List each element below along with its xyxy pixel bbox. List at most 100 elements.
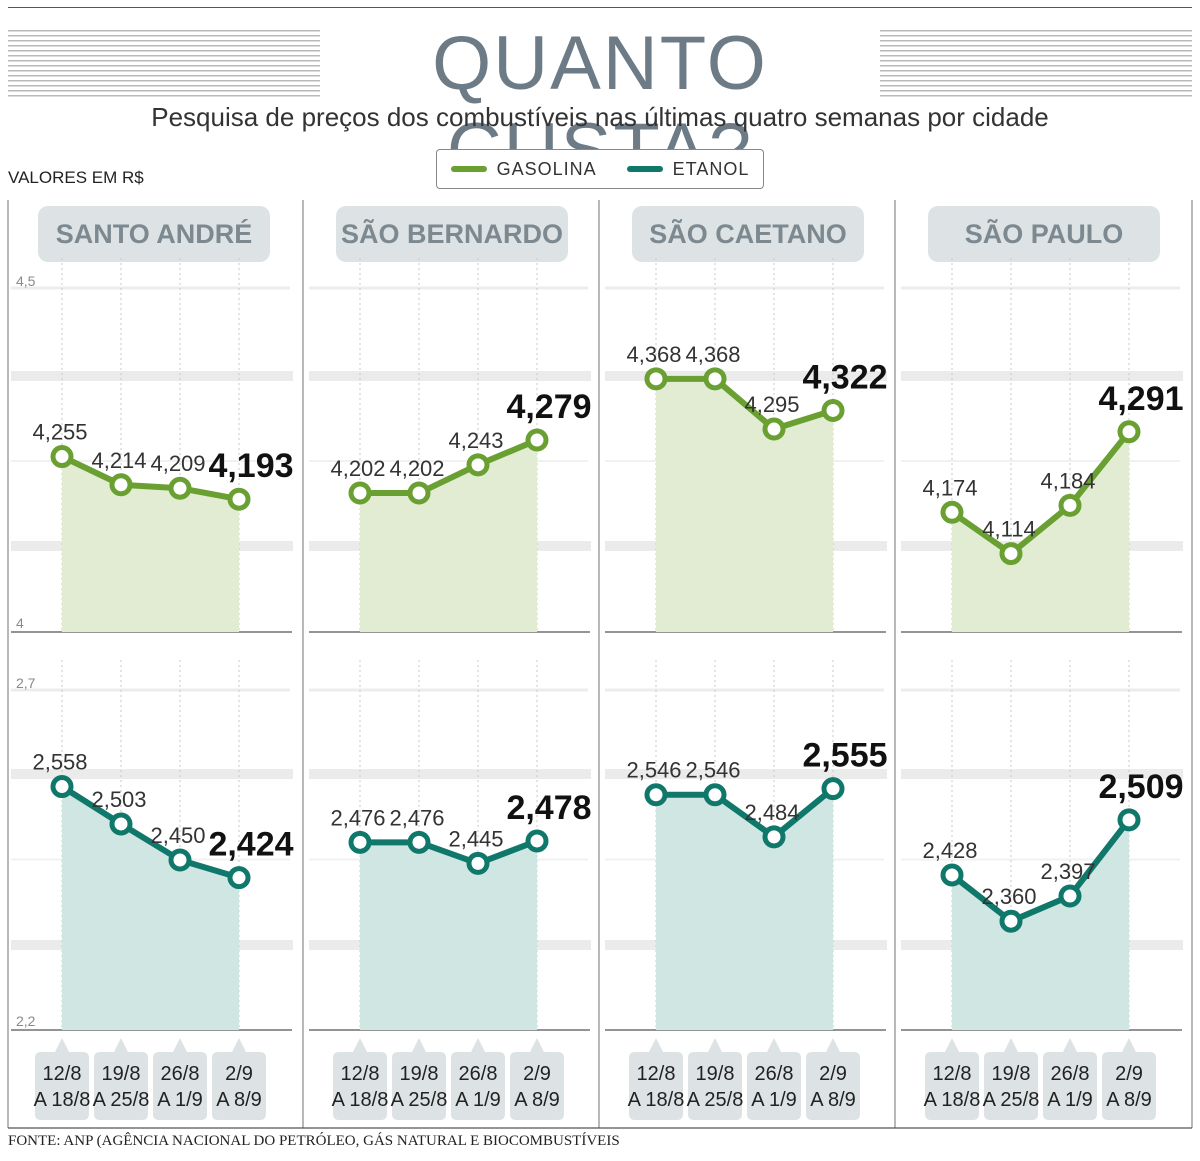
grid-band (901, 769, 1183, 779)
legend-swatch-gasolina (450, 166, 487, 172)
gasolina-value-label: 4,184 (1040, 468, 1095, 493)
week-tag-start: 12/8 (43, 1063, 82, 1085)
gasolina-value-label: 4,243 (448, 428, 503, 453)
week-tag-end: A 18/8 (332, 1089, 389, 1111)
grid-band (11, 371, 293, 381)
y-tick-label: 4,5 (16, 273, 36, 289)
etanol-area (656, 788, 833, 1030)
city-title-box (632, 206, 864, 262)
week-tag-end: A 1/9 (751, 1089, 797, 1111)
etanol-point (762, 825, 786, 849)
gasolina-point (762, 417, 786, 441)
week-tag-end: A 1/9 (455, 1089, 501, 1111)
week-tag-start: 19/8 (400, 1063, 439, 1085)
etanol-value-label: 2,397 (1040, 859, 1095, 884)
week-tag-start: 19/8 (102, 1063, 141, 1085)
week-tag (392, 1038, 446, 1120)
gasolina-point (703, 367, 727, 391)
city-title: SÃO CAETANO (649, 218, 847, 249)
etanol-point (644, 783, 668, 807)
gasolina-value-label: 4,295 (744, 392, 799, 417)
gasolina-value-label: 4,368 (626, 342, 681, 367)
etanol-value-label: 2,428 (922, 838, 977, 863)
week-tag (94, 1038, 148, 1120)
etanol-value-label: 2,478 (506, 789, 591, 827)
week-tag-start: 12/8 (637, 1063, 676, 1085)
etanol-value-label: 2,555 (802, 737, 887, 775)
week-tag-start: 19/8 (992, 1063, 1031, 1085)
city-title-box (38, 206, 270, 262)
week-tag-start: 2/9 (819, 1063, 847, 1085)
y-tick-label: 4 (16, 615, 24, 631)
city-title-box (928, 206, 1160, 262)
week-tag (1043, 1038, 1097, 1120)
week-tag-start: 26/8 (161, 1063, 200, 1085)
gasolina-area (360, 440, 537, 632)
week-tag (153, 1038, 207, 1120)
gasolina-value-label: 4,193 (208, 447, 293, 485)
etanol-value-label: 2,546 (626, 758, 681, 783)
grid-band (309, 769, 591, 779)
gasolina-point (348, 481, 372, 505)
etanol-area (360, 840, 537, 1030)
gasolina-point (466, 453, 490, 477)
gasolina-line (656, 375, 834, 433)
title-stripes-left (8, 30, 320, 98)
city-title-box (336, 206, 568, 262)
etanol-line (60, 784, 240, 881)
etanol-point (227, 866, 251, 890)
week-tag-end: A 8/9 (810, 1089, 856, 1111)
week-tag-start: 2/9 (523, 1063, 551, 1085)
grid-band (309, 371, 591, 381)
week-tag (629, 1038, 683, 1120)
etanol-value-label: 2,558 (32, 750, 87, 775)
week-tag-end: A 18/8 (924, 1089, 981, 1111)
gasolina-value-label: 4,291 (1098, 380, 1183, 418)
gasolina-value-label: 4,174 (922, 475, 977, 500)
legend-swatch-etanol (626, 166, 663, 172)
gasolina-point (999, 542, 1023, 566)
gasolina-point (50, 445, 74, 469)
gasolina-point (525, 428, 549, 452)
week-tag (1102, 1038, 1156, 1120)
week-tag (806, 1038, 860, 1120)
week-tag-start: 26/8 (1051, 1063, 1090, 1085)
gasolina-point (1058, 493, 1082, 517)
week-tag-end: A 25/8 (687, 1089, 744, 1111)
gasolina-value-label: 4,368 (685, 342, 740, 367)
legend-label-gasolina: GASOLINA (496, 158, 597, 179)
etanol-value-label: 2,476 (389, 805, 444, 830)
units-label: VALORES EM R$ (8, 168, 144, 187)
week-tag-start: 26/8 (755, 1063, 794, 1085)
etanol-value-label: 2,450 (150, 823, 205, 848)
etanol-point (821, 777, 845, 801)
gasolina-line (950, 429, 1132, 557)
week-tag-end: A 25/8 (391, 1089, 448, 1111)
week-tag (510, 1038, 564, 1120)
week-tag (333, 1038, 387, 1120)
city-title: SÃO PAULO (965, 218, 1124, 249)
week-tag (451, 1038, 505, 1120)
gasolina-point (168, 476, 192, 500)
etanol-value-label: 2,424 (208, 826, 293, 864)
week-tag-start: 19/8 (696, 1063, 735, 1085)
etanol-point (940, 863, 964, 887)
etanol-point (999, 909, 1023, 933)
etanol-line (360, 838, 539, 867)
week-tag (35, 1038, 89, 1120)
legend-item-gasolina: GASOLINA (450, 158, 597, 180)
city-title: SANTO ANDRÉ (56, 218, 253, 249)
grid-band (11, 769, 293, 779)
week-tag-end: A 1/9 (157, 1089, 203, 1111)
week-tag-start: 12/8 (933, 1063, 972, 1085)
etanol-point (168, 848, 192, 872)
gasolina-value-label: 4,255 (32, 420, 87, 445)
week-tag (984, 1038, 1038, 1120)
week-tag-end: A 25/8 (93, 1089, 150, 1111)
etanol-point (1117, 808, 1141, 832)
grid-band (901, 371, 1183, 381)
etanol-value-label: 2,476 (330, 805, 385, 830)
gasolina-value-label: 4,209 (150, 451, 205, 476)
etanol-area (62, 786, 239, 1030)
